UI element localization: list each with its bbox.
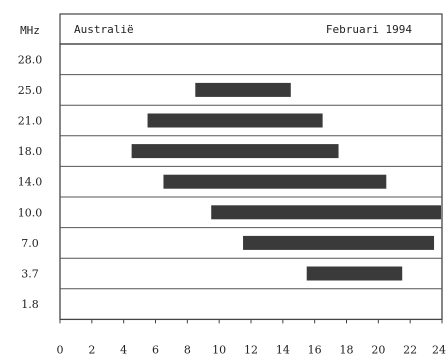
category-label: 18.0 — [18, 145, 43, 158]
x-tick-label: 16 — [308, 343, 322, 356]
x-tick-label: 2 — [88, 343, 95, 356]
x-tick-label: 6 — [152, 343, 159, 356]
x-tick-label: 14 — [276, 343, 290, 356]
x-tick-label: 10 — [212, 343, 226, 356]
category-label: 7.0 — [21, 237, 39, 250]
x-tick-label: 20 — [371, 343, 385, 356]
location-label: Australië — [74, 23, 134, 36]
x-tick-label: 0 — [57, 343, 64, 356]
x-tick-label: 12 — [244, 343, 258, 356]
bar — [131, 144, 339, 159]
category-label: 14.0 — [18, 176, 43, 189]
category-label: 21.0 — [18, 115, 43, 128]
category-label: 25.0 — [18, 84, 43, 97]
x-tick-label: 22 — [403, 343, 417, 356]
unit-label: MHz — [20, 24, 40, 37]
bar — [306, 266, 403, 281]
x-tick-label: 24 — [432, 343, 446, 356]
bar — [211, 205, 441, 220]
x-tick-label: 18 — [340, 343, 354, 356]
category-label: 28.0 — [18, 53, 43, 66]
x-tick-label: 8 — [184, 343, 191, 356]
category-label: 10.0 — [18, 206, 43, 219]
bar — [147, 113, 323, 128]
category-label: 1.8 — [21, 298, 39, 311]
bar — [195, 82, 291, 97]
bar — [163, 174, 387, 189]
x-tick-label: 4 — [120, 343, 127, 356]
category-label: 3.7 — [21, 268, 39, 281]
bar — [243, 235, 435, 250]
period-label: Februari 1994 — [326, 23, 412, 36]
